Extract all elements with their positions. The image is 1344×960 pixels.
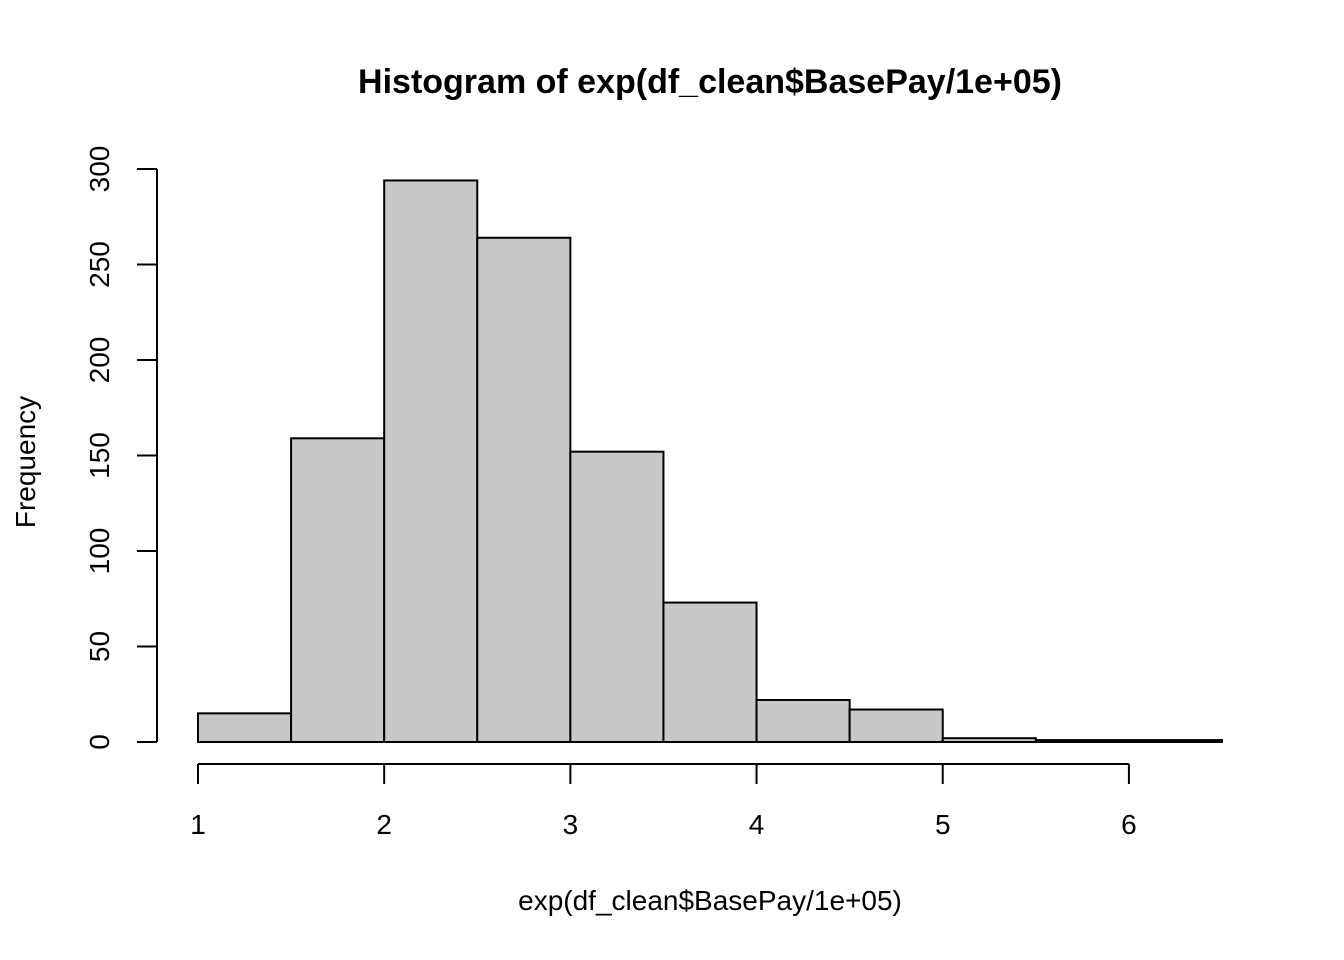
y-tick-label-100: 100 bbox=[84, 528, 115, 575]
histogram-bar-8 bbox=[848, 708, 944, 744]
histogram-bar-10 bbox=[1034, 739, 1130, 744]
histogram-bar-5 bbox=[569, 450, 665, 743]
histogram-bar-6 bbox=[662, 601, 758, 743]
y-tick-label-300: 300 bbox=[84, 146, 115, 193]
y-axis: 0 50 100 150 200 250 300 bbox=[84, 146, 158, 750]
x-tick-label-1: 1 bbox=[190, 809, 206, 840]
x-tick-label-4: 4 bbox=[749, 809, 765, 840]
x-axis-label: exp(df_clean$BasePay/1e+05) bbox=[518, 885, 902, 916]
histogram-bar-2 bbox=[290, 437, 386, 743]
x-tick-label-5: 5 bbox=[935, 809, 951, 840]
histogram-bar-9 bbox=[941, 737, 1037, 743]
y-tick-label-50: 50 bbox=[84, 631, 115, 662]
bars-group bbox=[197, 179, 1223, 744]
y-axis-label: Frequency bbox=[10, 396, 41, 528]
histogram-bar-3 bbox=[383, 179, 479, 743]
histogram-bar-11 bbox=[1127, 739, 1223, 744]
x-tick-label-6: 6 bbox=[1121, 809, 1137, 840]
histogram-bar-4 bbox=[476, 236, 572, 743]
y-tick-label-150: 150 bbox=[84, 432, 115, 479]
chart-title: Histogram of exp(df_clean$BasePay/1e+05) bbox=[358, 63, 1062, 101]
y-tick-label-200: 200 bbox=[84, 337, 115, 384]
y-tick-label-250: 250 bbox=[84, 241, 115, 288]
histogram-bar-7 bbox=[755, 698, 851, 743]
x-tick-label-2: 2 bbox=[376, 809, 392, 840]
histogram-bar-1 bbox=[197, 712, 293, 743]
y-tick-label-0: 0 bbox=[84, 734, 115, 750]
x-tick-label-3: 3 bbox=[563, 809, 579, 840]
x-axis: 1 2 3 4 5 6 bbox=[190, 763, 1137, 840]
